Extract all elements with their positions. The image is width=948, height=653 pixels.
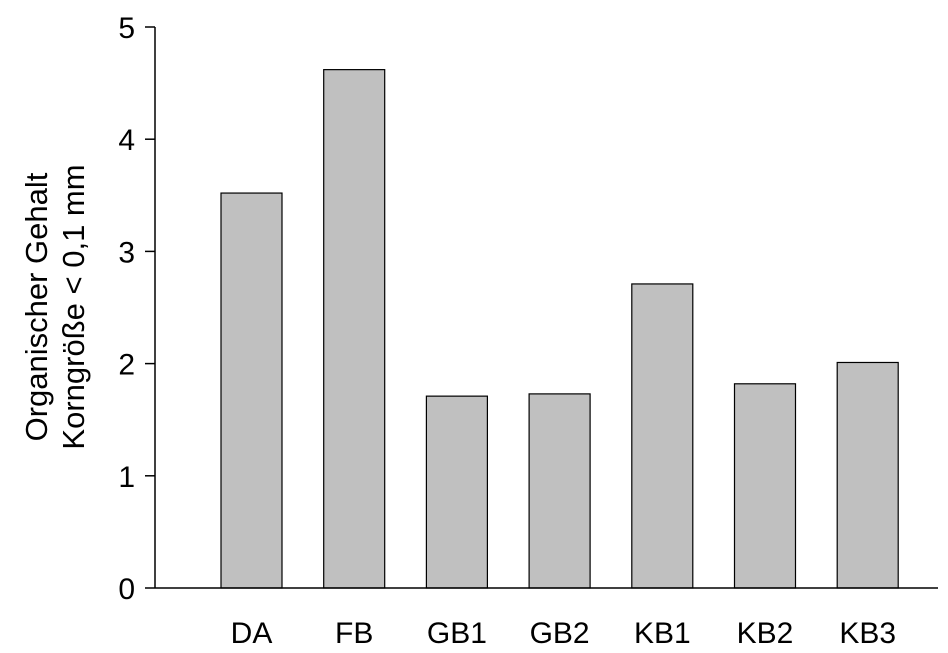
x-tick-label-da: DA (231, 617, 273, 650)
bar-gb1 (425, 395, 488, 589)
x-tick-label-fb: FB (335, 617, 373, 650)
y-tick-label: 1 (118, 461, 135, 494)
axes-group (154, 27, 938, 589)
y-axis-title-line-2: Korngröße < 0,1 mm (56, 164, 91, 449)
bar-da (220, 192, 283, 589)
x-tick-label-kb1: KB1 (634, 617, 691, 650)
x-tick-label-gb1: GB1 (427, 617, 487, 650)
y-ticks-group: 0 1 2 3 4 5 (118, 12, 155, 606)
bar-kb3 (836, 361, 899, 589)
y-tick-label: 2 (118, 349, 135, 382)
y-tick-label: 0 (118, 573, 135, 606)
x-tick-label-gb2: GB2 (530, 617, 590, 650)
bar-kb2 (733, 383, 797, 589)
bar-kb1 (631, 283, 694, 589)
x-tick-labels-group: DA FB GB1 GB2 KB1 KB2 KB3 (231, 617, 896, 650)
x-tick-label-kb2: KB2 (737, 617, 794, 650)
y-tick-label: 5 (118, 12, 135, 45)
x-tick-label-kb3: KB3 (839, 617, 896, 650)
bars-group (220, 69, 899, 589)
y-axis-title-line-1: Organischer Gehalt (19, 172, 54, 441)
bar-fb (323, 69, 386, 589)
y-axis-title: Organischer Gehalt Korngröße < 0,1 mm (19, 164, 91, 449)
bar-gb2 (528, 393, 591, 589)
y-tick-label: 4 (118, 124, 135, 157)
y-tick-label: 3 (118, 236, 135, 269)
